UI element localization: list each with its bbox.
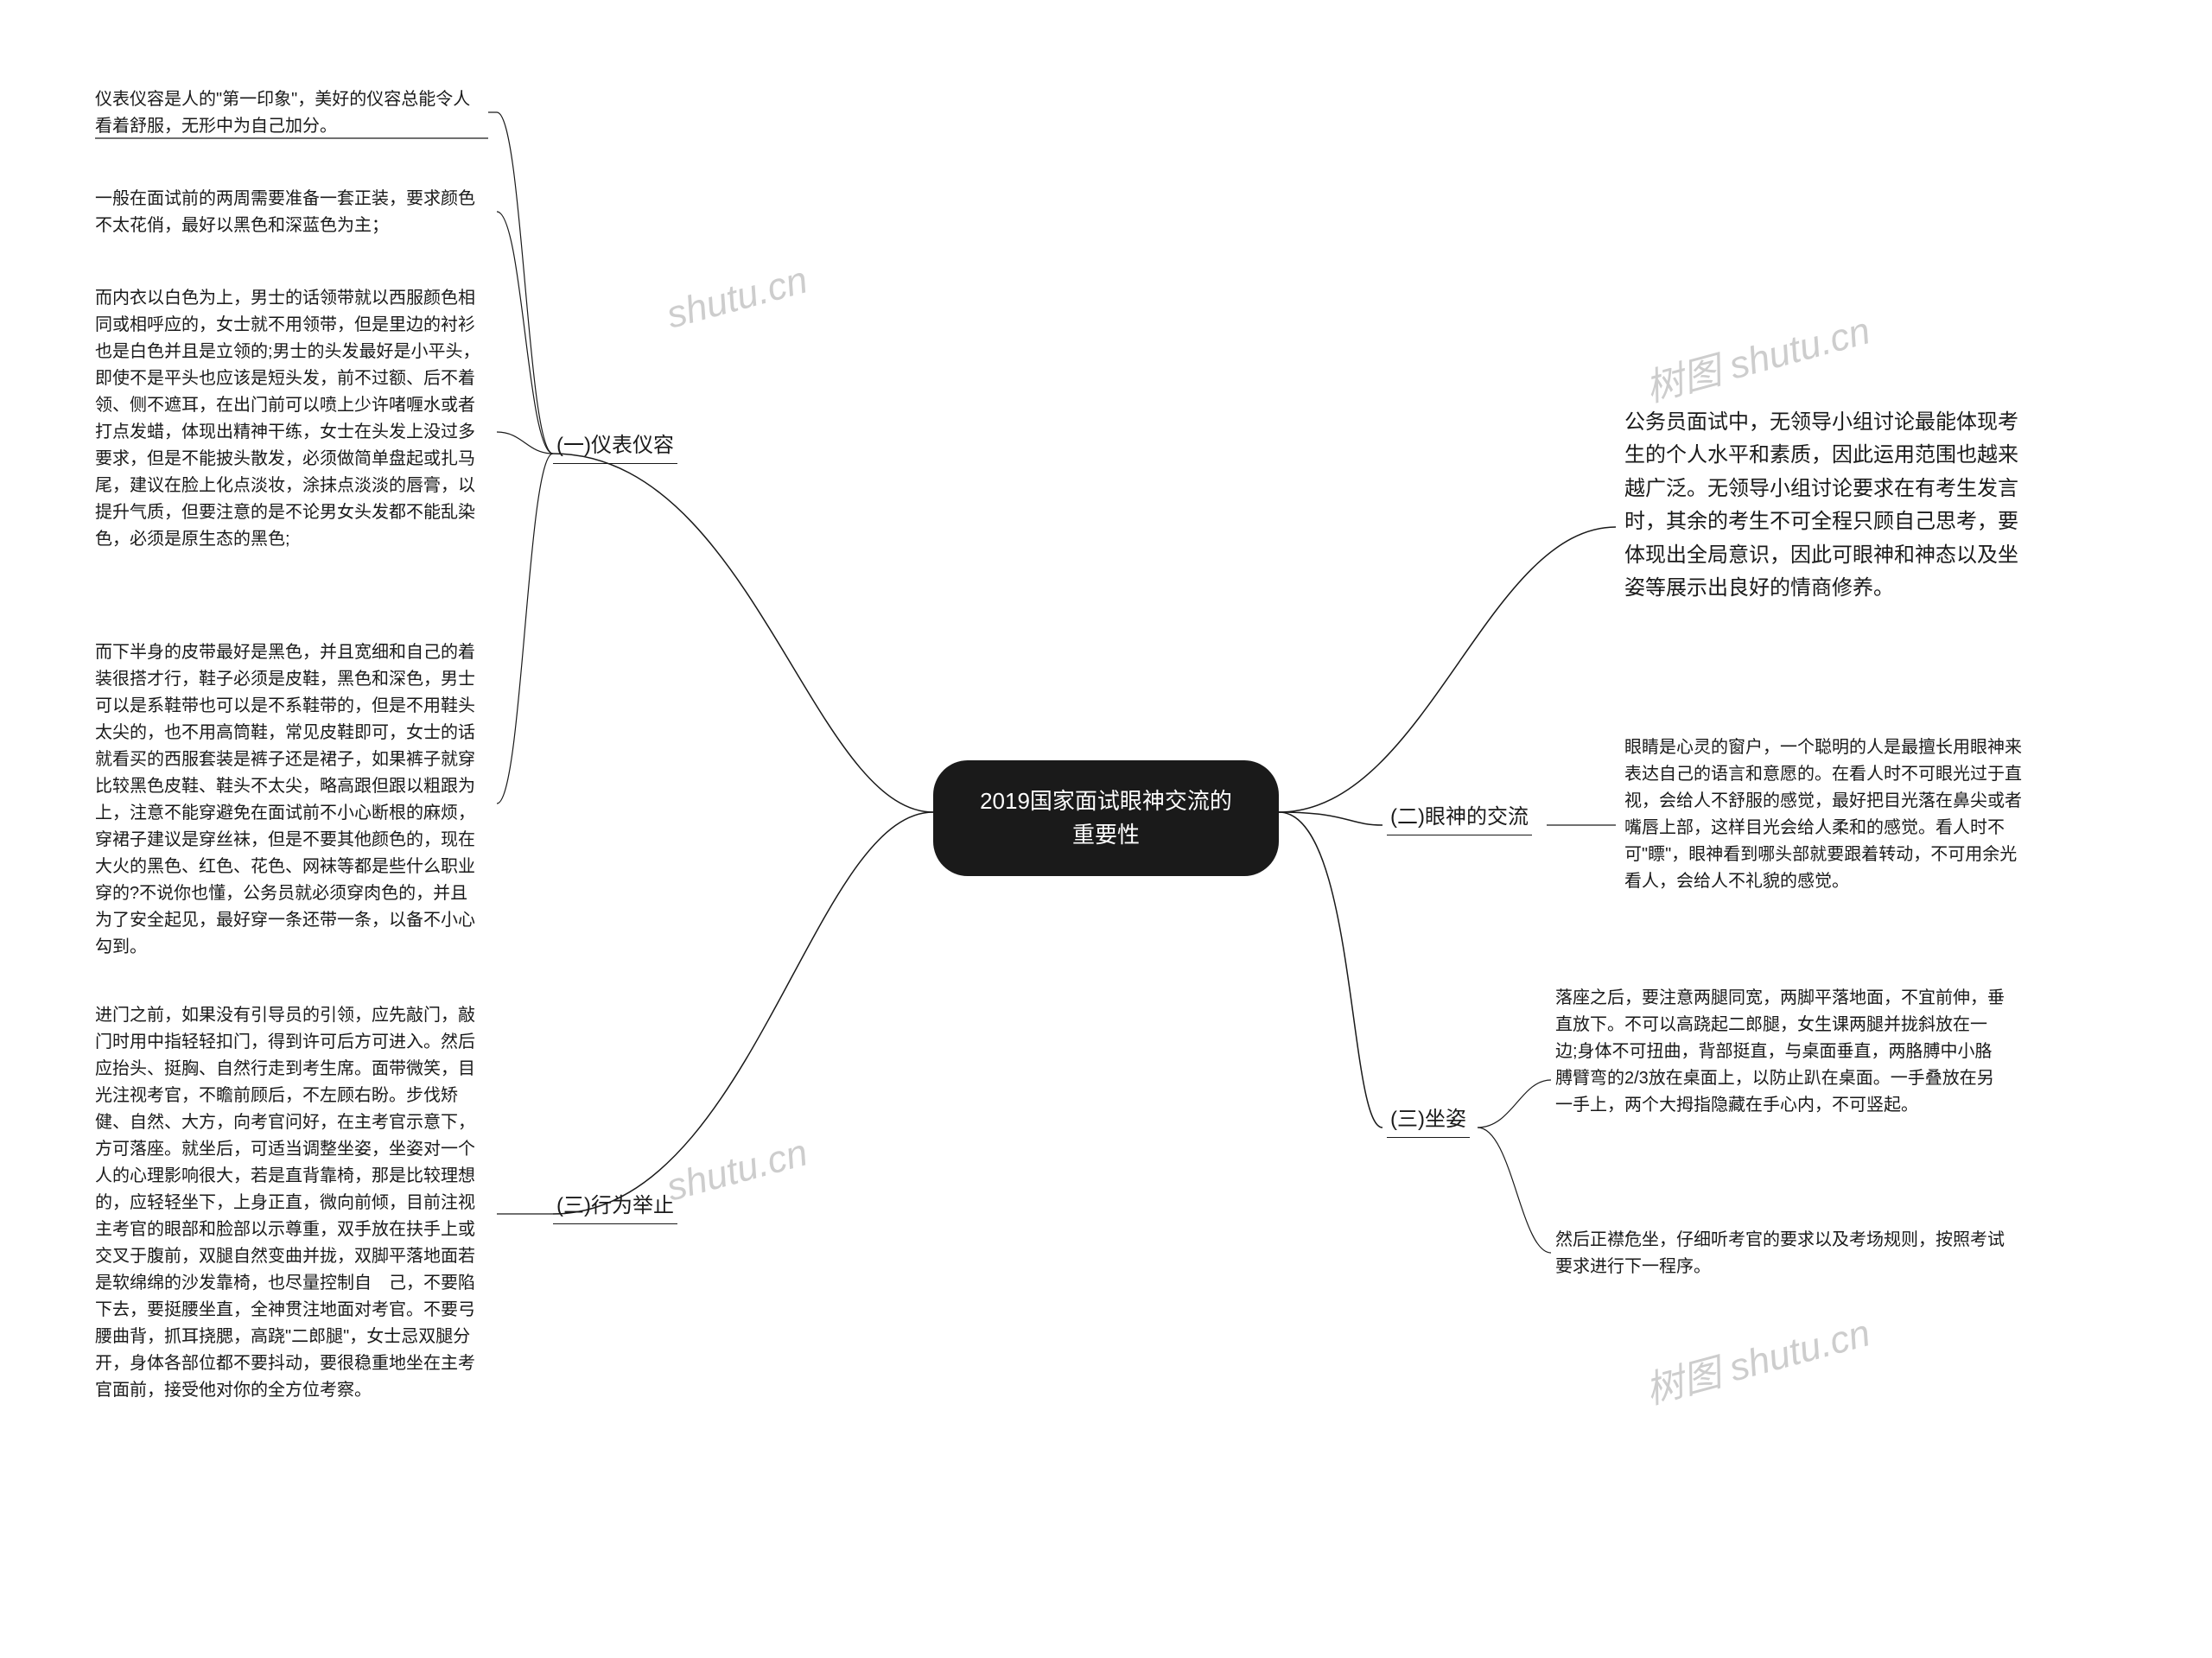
watermark-3: 树图 shutu.cn bbox=[1638, 1302, 1875, 1415]
leaf-sitting-0: 落座之后，要注意两腿同宽，两脚平落地面，不宜前伸，垂直放下。不可以高跷起二郎腿，… bbox=[1555, 985, 2005, 1119]
leaf-appearance-0: 仪表仪容是人的"第一印象"，美好的仪容总能令人看着舒服，无形中为自己加分。 bbox=[95, 86, 484, 140]
watermark-0: shutu.cn bbox=[662, 258, 812, 337]
leaf-appearance-2: 而内衣以白色为上，男士的话领带就以西服颜色相同或相呼应的，女士就不用领带，但是里… bbox=[95, 285, 484, 553]
center-title-l2: 重要性 bbox=[1072, 822, 1140, 848]
leaf-appearance-3: 而下半身的皮带最好是黑色，并且宽细和自己的着装很搭才行，鞋子必须是皮鞋，黑色和深… bbox=[95, 639, 484, 961]
center-topic: 2019国家面试眼神交流的 重要性 bbox=[933, 760, 1279, 876]
branch-sitting: (三)坐姿 bbox=[1387, 1102, 1470, 1138]
leaf-eyes-0: 眼睛是心灵的窗户，一个聪明的人是最擅长用眼神来表达自己的语言和意愿的。在看人时不… bbox=[1624, 734, 2022, 895]
center-title-l1: 2019国家面试眼神交流的 bbox=[980, 788, 1232, 814]
leaf-appearance-1: 一般在面试前的两周需要准备一套正装，要求颜色不太花俏，最好以黑色和深蓝色为主； bbox=[95, 186, 484, 239]
branch-eyes: (二)眼神的交流 bbox=[1387, 799, 1532, 835]
branch-behavior: (三)行为举止 bbox=[553, 1188, 677, 1224]
watermark-2: shutu.cn bbox=[662, 1131, 812, 1210]
watermark-1: 树图 shutu.cn bbox=[1638, 300, 1875, 413]
leaf-intro-0: 公务员面试中，无领导小组讨论最能体现考生的个人水平和素质，因此运用范围也越来越广… bbox=[1624, 406, 2022, 605]
leaf-sitting-1: 然后正襟危坐，仔细听考官的要求以及考场规则，按照考试要求进行下一程序。 bbox=[1555, 1227, 2005, 1280]
branch-appearance: (一)仪表仪容 bbox=[553, 428, 677, 464]
leaf-behavior-0: 进门之前，如果没有引导员的引领，应先敲门，敲门时用中指轻轻扣门，得到许可后方可进… bbox=[95, 1002, 484, 1404]
